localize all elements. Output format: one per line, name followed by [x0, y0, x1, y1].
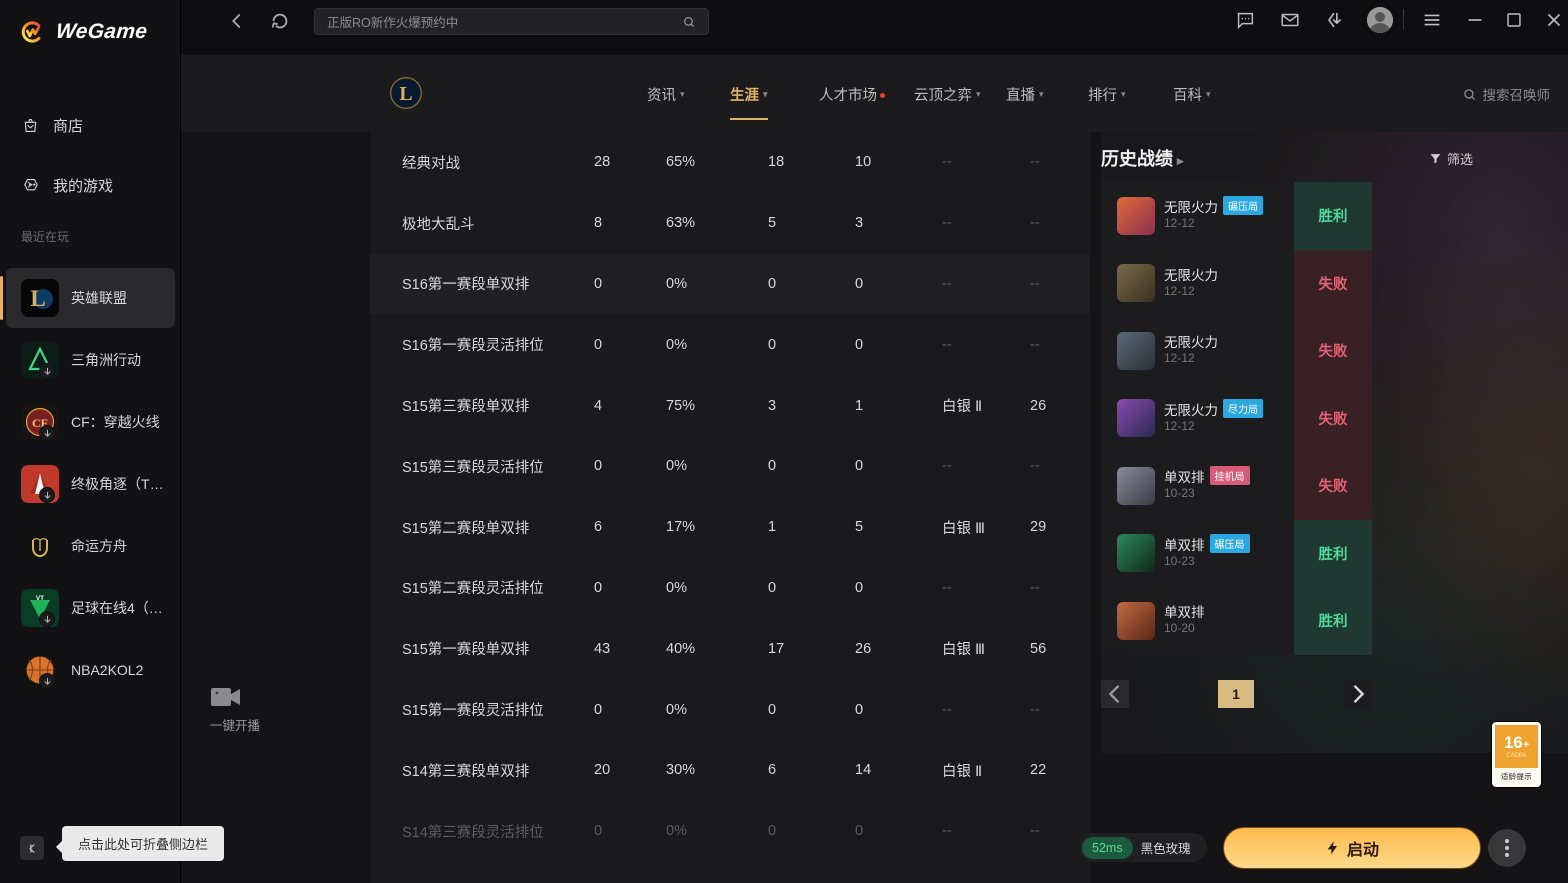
- svg-text:L: L: [30, 286, 45, 311]
- svg-text:L: L: [399, 83, 412, 105]
- svg-text:VT: VT: [36, 595, 44, 602]
